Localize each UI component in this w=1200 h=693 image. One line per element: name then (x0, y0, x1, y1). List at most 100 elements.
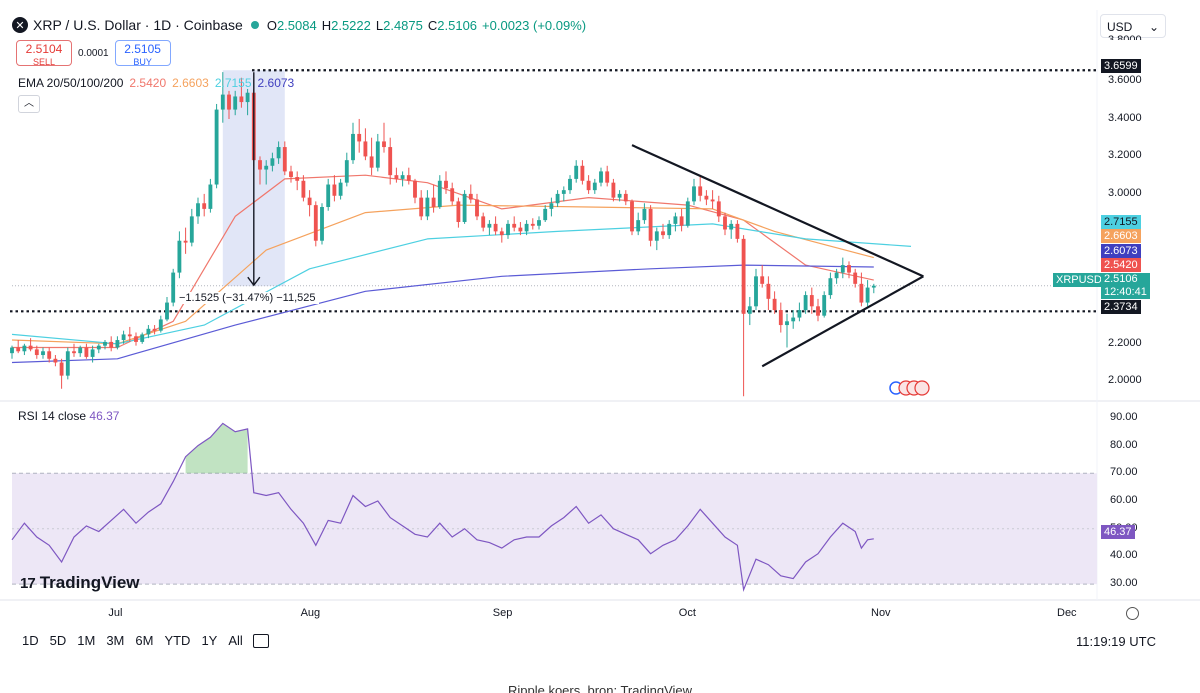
symbol-tag: XRPUSD (1053, 273, 1105, 287)
candle-body (227, 94, 231, 110)
candle-body (214, 109, 219, 185)
candle-body (512, 223, 517, 228)
candle-body (270, 158, 275, 166)
candle-body (568, 178, 572, 191)
candle-body (96, 345, 101, 350)
candle-body (518, 227, 523, 232)
candle-body (648, 208, 653, 241)
candle-body (840, 265, 845, 273)
candle-body (282, 147, 287, 172)
candle-body (642, 208, 647, 221)
symbol-title[interactable]: XRP / U.S. Dollar · 1D · Coinbase (33, 17, 243, 33)
gear-icon[interactable] (1126, 607, 1139, 620)
time-axis-tick: Aug (300, 607, 321, 619)
candle-body (481, 216, 486, 228)
candle-body (667, 223, 672, 236)
spread-value: 0.0001 (78, 47, 109, 59)
candle-body (865, 287, 870, 303)
candle-body (134, 336, 138, 342)
candle-body (760, 276, 765, 284)
rsi-axis-tick: 30.00 (1110, 577, 1138, 590)
candle-body (394, 175, 399, 179)
rsi-legend-label: RSI 14 close (18, 409, 87, 423)
candle-body (363, 141, 368, 157)
candle-body (326, 184, 331, 208)
candle-body (871, 285, 876, 288)
time-axis-tick: Sep (492, 607, 513, 619)
range-selector: 1D 5D 1M 3M 6M YTD 1Y All (22, 633, 243, 648)
candle-body (183, 240, 188, 243)
candle-body (809, 295, 814, 307)
last-price: 2.5106 (1104, 273, 1138, 285)
candle-body (177, 240, 182, 273)
candle-body (692, 186, 696, 202)
candle-body (208, 184, 213, 209)
time-axis-tick: Dec (1057, 607, 1077, 619)
range-5d[interactable]: 5D (49, 633, 67, 648)
utc-clock[interactable]: 11:19:19 UTC (1076, 634, 1156, 649)
candle-body (245, 92, 250, 103)
candle-body (53, 358, 58, 363)
candle-body (140, 334, 145, 342)
range-6m[interactable]: 6M (135, 633, 154, 648)
rsi-axis-tick: 90.00 (1110, 410, 1138, 423)
chevron-up-icon[interactable]: ︿ (18, 95, 40, 113)
rsi-band (12, 473, 1097, 585)
candle-body (530, 223, 535, 226)
candle-body (295, 177, 300, 181)
currency-select[interactable]: USD ⌄ (1100, 14, 1166, 38)
candle-body (524, 223, 529, 232)
candle-body (791, 317, 796, 322)
rsi-axis-tick: 40.00 (1110, 549, 1138, 562)
candle-body (611, 182, 616, 198)
ema50-value: 2.6603 (172, 76, 209, 90)
candle-body (276, 147, 281, 159)
candle-body (698, 186, 703, 196)
sell-button[interactable]: 2.5104 SELL (16, 40, 72, 67)
range-1m[interactable]: 1M (77, 633, 96, 648)
candle-body (437, 180, 442, 208)
range-all[interactable]: All (228, 633, 243, 648)
candle-body (115, 340, 120, 348)
candle-body (679, 216, 684, 226)
candle-body (475, 199, 479, 217)
trade-panel: 2.5104 SELL 0.0001 2.5105 BUY (16, 40, 171, 67)
candle-body (636, 220, 641, 232)
price-tag-top-line: 3.6599 (1101, 59, 1141, 73)
market-status-dot (250, 21, 259, 29)
economic-events-flag-icon[interactable] (888, 380, 932, 396)
candle-body (47, 351, 52, 359)
range-1y[interactable]: 1Y (201, 633, 218, 648)
candle-body (729, 223, 734, 230)
candle-body (555, 193, 560, 204)
candle-body (543, 208, 548, 221)
ohlc-open: O2.5084 (266, 17, 317, 33)
ema-legend[interactable]: EMA 20/50/100/200 2.5420 2.6603 2.7155 2… (18, 76, 294, 90)
candle-body (382, 141, 386, 148)
ema20-value: 2.5420 (129, 76, 167, 90)
range-ytd[interactable]: YTD (164, 633, 191, 648)
candle-body (338, 182, 343, 196)
candle-body (10, 347, 14, 354)
candle-body (344, 160, 349, 183)
candle-body (375, 141, 380, 168)
ohlc-close: C2.5106 (427, 17, 478, 33)
candle-body (450, 188, 455, 202)
range-1d[interactable]: 1D (22, 633, 39, 648)
calendar-range-icon[interactable] (253, 634, 269, 648)
candle-body (65, 351, 70, 376)
candle-body (22, 345, 27, 352)
time-axis-tick: Jul (108, 607, 123, 619)
candle-body (413, 180, 417, 198)
candle-body (592, 182, 597, 191)
rsi-legend[interactable]: RSI 14 close 46.37 (18, 409, 119, 423)
range-3m[interactable]: 3M (106, 633, 125, 648)
candle-body (747, 306, 752, 314)
buy-button[interactable]: 2.5105 BUY (114, 40, 171, 67)
price-axis-tick: 3.4000 (1108, 111, 1142, 124)
candle-body (803, 295, 808, 311)
price-axis-tick: 3.0000 (1108, 186, 1142, 199)
ema100-line (11, 223, 912, 345)
candle-body (586, 180, 591, 191)
